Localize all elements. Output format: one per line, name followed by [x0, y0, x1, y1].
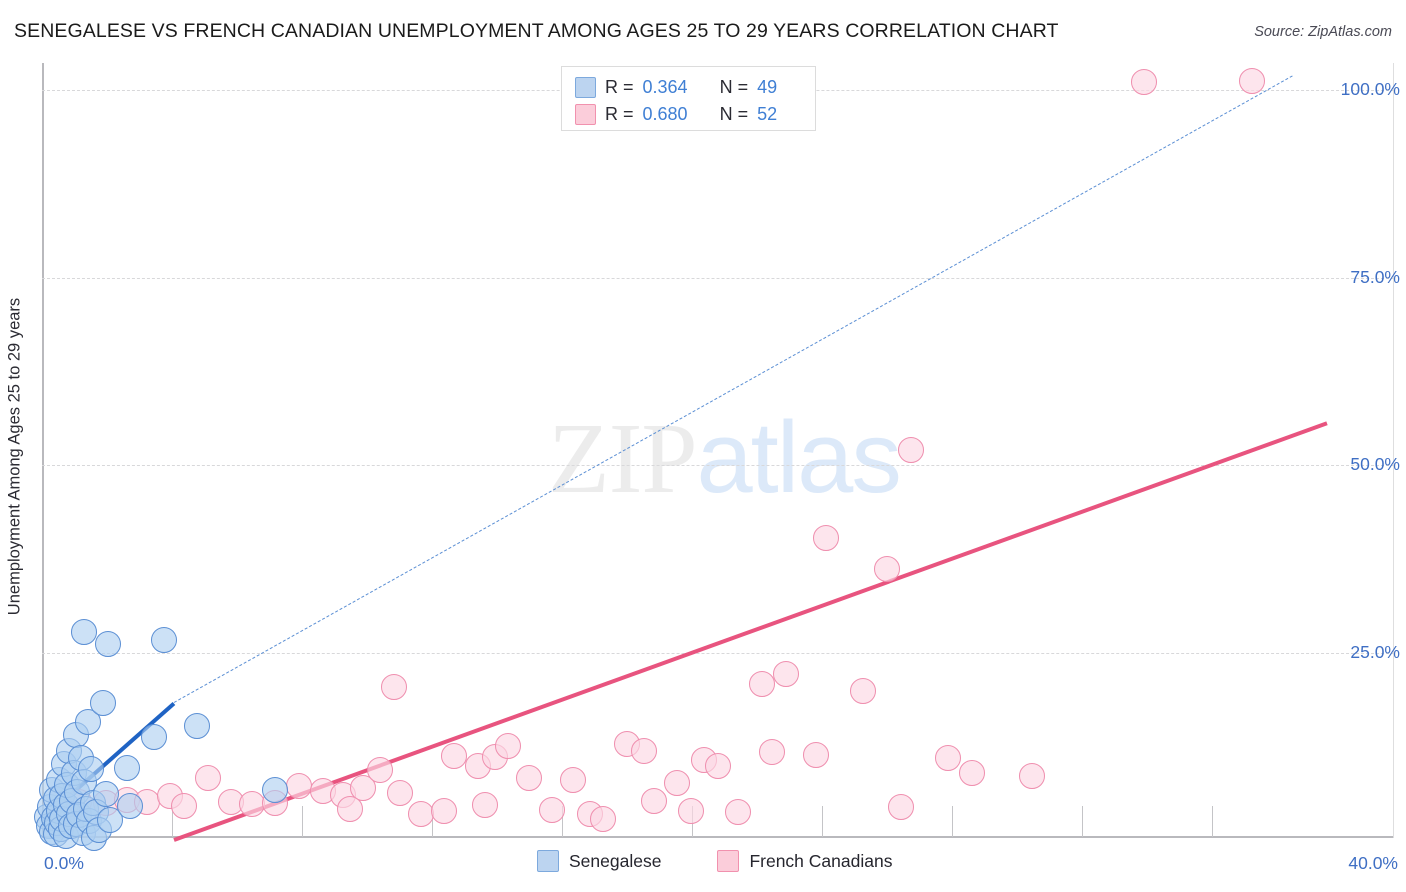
scatter-point-french-canadians[interactable] — [367, 757, 393, 784]
scatter-point-french-canadians[interactable] — [431, 797, 458, 824]
stats-legend-row-senegalese: R = 0.364 N = 49 — [575, 73, 777, 101]
scatter-point-french-canadians[interactable] — [677, 797, 704, 824]
x-axis-tick-9 — [1212, 806, 1213, 837]
scatter-point-french-canadians[interactable] — [759, 739, 786, 766]
scatter-point-french-canadians[interactable] — [850, 678, 877, 705]
n-value-senegalese: 49 — [757, 76, 778, 97]
scatter-point-french-canadians[interactable] — [471, 791, 498, 818]
page-title: SENEGALESE VS FRENCH CANADIAN UNEMPLOYME… — [14, 20, 1059, 42]
scatter-point-french-canadians[interactable] — [170, 793, 197, 820]
scatter-point-french-canadians[interactable] — [441, 742, 468, 769]
scatter-point-french-canadians[interactable] — [495, 733, 522, 760]
scatter-point-senegalese[interactable] — [89, 690, 116, 717]
scatter-point-french-canadians[interactable] — [1019, 763, 1046, 790]
scatter-point-french-canadians[interactable] — [748, 670, 775, 697]
series-legend-item-senegalese[interactable]: Senegalese — [537, 850, 661, 872]
scatter-point-french-canadians[interactable] — [387, 780, 414, 807]
x-axis-tick-4 — [562, 806, 563, 837]
scatter-point-french-canadians[interactable] — [630, 738, 657, 765]
gridline-y-75 — [42, 277, 1394, 279]
y-axis-tick-label-100: 100.0% — [1340, 79, 1400, 99]
y-axis-tick-label-75: 75.0% — [1350, 266, 1400, 287]
x-axis-tick-6 — [822, 806, 823, 837]
scatter-point-senegalese[interactable] — [150, 627, 177, 654]
series-label-senegalese: Senegalese — [569, 850, 662, 871]
x-axis-tick-2 — [302, 806, 303, 837]
series-swatch-senegalese — [537, 850, 559, 872]
series-label-french-canadians: French Canadians — [749, 850, 893, 871]
scatter-point-senegalese[interactable] — [78, 755, 104, 782]
source-attribution: Source: ZipAtlas.com — [1254, 24, 1392, 40]
scatter-point-french-canadians[interactable] — [897, 437, 924, 464]
series-legend: Senegalese French Canadians — [537, 850, 892, 872]
scatter-point-french-canadians[interactable] — [813, 525, 840, 552]
series-swatch-french-canadians — [717, 850, 740, 872]
scatter-point-senegalese[interactable] — [116, 793, 143, 820]
scatter-point-french-canadians[interactable] — [1130, 69, 1157, 96]
x-axis-max-label: 40.0% — [1348, 853, 1398, 873]
scatter-point-senegalese[interactable] — [140, 724, 167, 751]
y-axis-title: Unemployment Among Ages 25 to 29 years — [5, 297, 24, 616]
series-legend-item-french-canadians[interactable]: French Canadians — [717, 850, 892, 872]
correlation-stats-legend: R = 0.364 N = 49 R = 0.680 N = 52 — [561, 66, 816, 131]
x-axis-tick-8 — [1082, 806, 1083, 837]
scatter-point-french-canadians[interactable] — [559, 766, 586, 793]
scatter-point-french-canadians[interactable] — [803, 742, 830, 769]
scatter-point-senegalese[interactable] — [71, 618, 98, 645]
scatter-point-french-canadians[interactable] — [380, 673, 407, 700]
n-label-french-canadians: N = — [719, 103, 749, 124]
x-axis-tick-7 — [952, 806, 953, 837]
scatter-point-french-canadians[interactable] — [887, 793, 914, 820]
scatter-point-senegalese[interactable] — [184, 712, 211, 739]
r-value-senegalese: 0.364 — [642, 76, 688, 97]
stats-legend-row-french-canadians: R = 0.680 N = 52 — [575, 100, 777, 128]
y-axis-line — [42, 63, 44, 838]
scatter-point-senegalese[interactable] — [113, 754, 140, 781]
gridline-y-50 — [42, 465, 1394, 467]
scatter-point-senegalese[interactable] — [93, 781, 120, 808]
scatter-point-french-canadians[interactable] — [590, 805, 617, 832]
gridline-y-25 — [42, 653, 1394, 654]
scatter-point-french-canadians[interactable] — [336, 796, 363, 823]
scatter-point-french-canadians[interactable] — [515, 764, 542, 791]
n-value-french-canadians: 52 — [757, 103, 778, 124]
scatter-point-french-canadians[interactable] — [539, 796, 566, 823]
scatter-point-french-canadians[interactable] — [640, 787, 667, 814]
scatter-point-french-canadians[interactable] — [874, 555, 900, 582]
scatter-point-french-canadians[interactable] — [664, 769, 691, 796]
plot-area — [42, 63, 1394, 837]
scatter-point-french-canadians[interactable] — [934, 745, 961, 772]
legend-swatch-senegalese — [575, 76, 596, 98]
x-axis-min-label: 0.0% — [44, 853, 84, 873]
x-axis-line — [42, 836, 1394, 838]
x-axis-tick-3 — [432, 806, 433, 837]
y-axis-tick-label-25: 25.0% — [1350, 642, 1400, 662]
scatter-point-french-canadians[interactable] — [238, 790, 265, 817]
n-label-senegalese: N = — [719, 76, 749, 97]
y-axis-tick-label-50: 50.0% — [1350, 454, 1400, 475]
plot-right-edge — [1393, 63, 1394, 838]
scatter-point-french-canadians[interactable] — [772, 661, 799, 688]
r-label-french-canadians: R = — [605, 103, 634, 124]
r-label-senegalese: R = — [605, 76, 634, 97]
scatter-point-senegalese[interactable] — [262, 777, 289, 804]
scatter-point-french-canadians[interactable] — [285, 772, 312, 799]
scatter-point-senegalese[interactable] — [94, 630, 121, 657]
scatter-point-french-canadians[interactable] — [407, 800, 434, 827]
scatter-point-french-canadians[interactable] — [194, 765, 221, 792]
scatter-point-french-canadians[interactable] — [1239, 67, 1266, 94]
scatter-point-french-canadians[interactable] — [958, 760, 985, 787]
r-value-french-canadians: 0.680 — [642, 103, 688, 124]
x-axis-tick-1 — [172, 806, 173, 837]
scatter-point-french-canadians[interactable] — [725, 799, 752, 826]
scatter-point-senegalese[interactable] — [96, 806, 123, 833]
legend-swatch-french-canadians — [575, 103, 596, 125]
scatter-point-french-canadians[interactable] — [705, 752, 731, 779]
